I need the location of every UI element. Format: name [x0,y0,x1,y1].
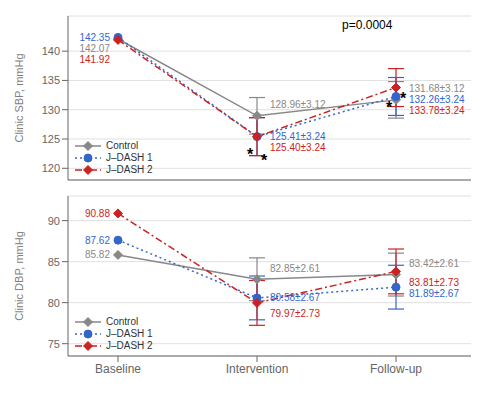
svg-text:90.88: 90.88 [85,208,110,219]
svg-text:132.26±3.24: 132.26±3.24 [409,94,465,105]
svg-text:87.62: 87.62 [85,235,110,246]
html-text:Control: Control [106,316,139,327]
html-text:J–DASH 1: J–DASH 1 [106,152,153,163]
svg-text:Baseline: Baseline [95,362,141,376]
svg-text:142.35: 142.35 [79,32,110,43]
svg-text:81.89±2.67: 81.89±2.67 [409,288,459,299]
svg-text:Intervention: Intervention [226,362,289,376]
html-text:J–DASH 2: J–DASH 2 [106,164,153,175]
svg-text:*: * [247,146,254,163]
svg-text:128.96±3.12: 128.96±3.12 [270,99,326,110]
svg-text:125.40±3.24: 125.40±3.24 [270,142,326,153]
svg-text:75: 75 [48,338,60,350]
svg-text:85: 85 [48,256,60,268]
svg-text:142.07: 142.07 [79,43,110,54]
svg-text:125: 125 [42,133,60,145]
svg-text:79.97±2.73: 79.97±2.73 [270,308,320,319]
svg-text:141.92: 141.92 [79,54,110,65]
svg-text:*: * [386,99,393,116]
svg-text:125.41±3.24: 125.41±3.24 [270,131,326,142]
svg-text:Follow-up: Follow-up [370,362,422,376]
svg-text:131.68±3.12: 131.68±3.12 [409,83,465,94]
svg-text:*: * [400,90,407,107]
html-text:J–DASH 2: J–DASH 2 [106,340,153,351]
svg-text:Clinic DBP, mmHg: Clinic DBP, mmHg [13,231,25,321]
svg-text:140: 140 [42,45,60,57]
svg-text:85.82: 85.82 [85,249,110,260]
svg-text:83.42±2.61: 83.42±2.61 [409,258,459,269]
svg-text:120: 120 [42,162,60,174]
svg-text:82.85±2.61: 82.85±2.61 [270,263,320,274]
svg-text:130: 130 [42,104,60,116]
svg-text:80.58±2.67: 80.58±2.67 [270,292,320,303]
html-text:p=0.0004: p=0.0004 [342,18,393,32]
html-text:J–DASH 1: J–DASH 1 [106,328,153,339]
svg-text:90: 90 [48,215,60,227]
svg-text:Clinic SBP, mmHg: Clinic SBP, mmHg [13,53,25,142]
svg-text:83.81±2.73: 83.81±2.73 [409,277,459,288]
svg-text:133.78±3.24: 133.78±3.24 [409,105,465,116]
svg-text:135: 135 [42,74,60,86]
svg-text:80: 80 [48,297,60,309]
svg-text:*: * [261,152,268,169]
html-text:Control: Control [106,140,139,151]
